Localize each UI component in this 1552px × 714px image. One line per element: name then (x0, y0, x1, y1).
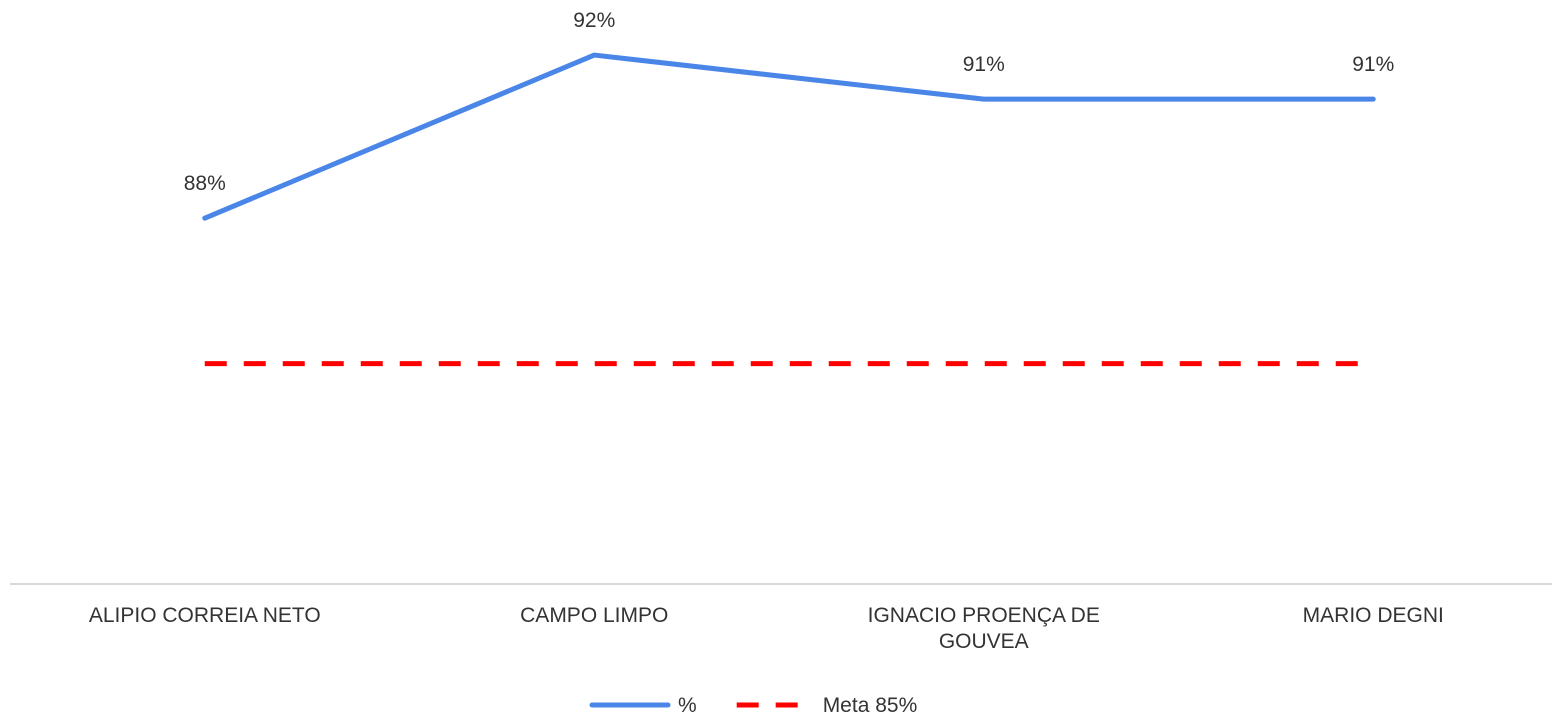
x-tick-label: IGNACIO PROENÇA DE GOUVEA (867, 604, 1100, 653)
legend-label: Meta 85% (823, 694, 918, 714)
data-label: 92% (573, 9, 615, 32)
series-line (202, 52, 1376, 221)
x-tick-label: MARIO DEGNI (1302, 604, 1444, 627)
legend-label: % (678, 694, 697, 714)
x-tick-label: CAMPO LIMPO (520, 604, 669, 627)
data-label: 91% (1352, 53, 1394, 76)
data-label: 91% (963, 53, 1005, 76)
data-label: 88% (184, 172, 226, 195)
x-tick-label: ALIPIO CORREIA NETO (88, 604, 321, 627)
